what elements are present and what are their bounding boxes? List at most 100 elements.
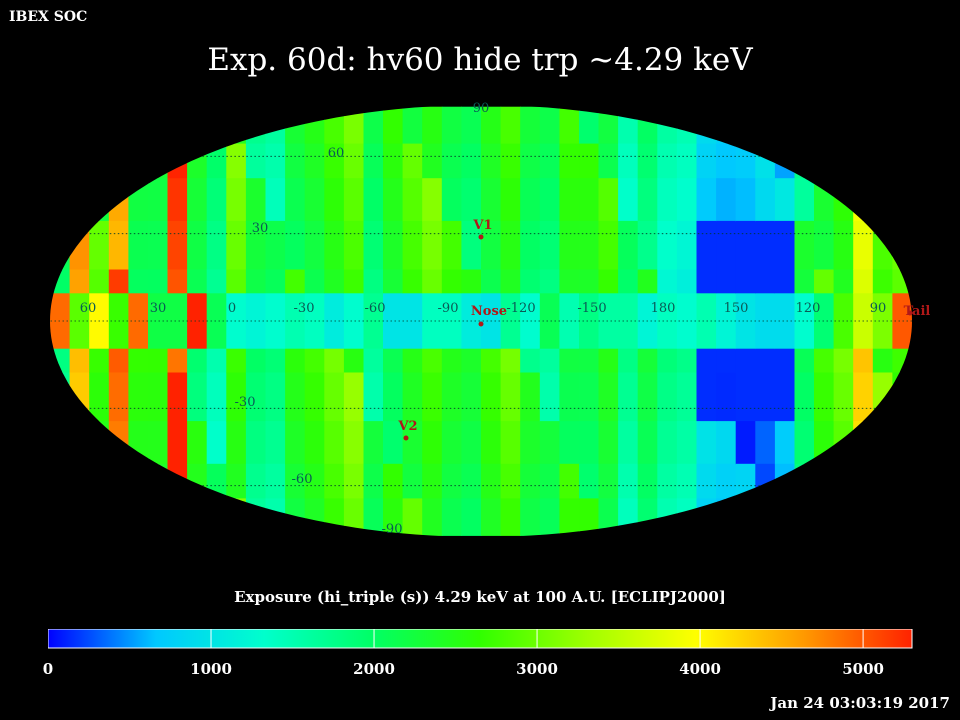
heatmap-cell [422, 293, 443, 350]
heatmap-cell [872, 106, 893, 145]
heatmap-cell [735, 178, 756, 222]
heatmap-cell [696, 421, 717, 465]
heatmap-cell [481, 421, 502, 465]
heatmap-cell [265, 348, 286, 374]
heatmap-cell [50, 106, 71, 145]
heatmap-cell [285, 143, 306, 179]
heatmap-cell [872, 372, 893, 422]
heatmap-cell [774, 421, 796, 465]
heatmap-cell [108, 372, 129, 422]
heatmap-cell [814, 293, 835, 350]
heatmap-cell [167, 498, 188, 536]
heatmap-cell [206, 220, 227, 270]
heatmap-cell [676, 372, 698, 422]
grid-labels: 60 30 0 -30 -60 -90 -120 -150 180 150 120 90 90 60 30 -… [80, 101, 887, 537]
heatmap-cell [441, 421, 462, 465]
heatmap-cell [618, 143, 639, 179]
heatmap-cell [794, 106, 815, 145]
heatmap-cell [108, 463, 129, 499]
heatmap-cell [481, 348, 502, 374]
heatmap-cell [579, 178, 600, 222]
heatmap-cell [618, 220, 639, 270]
heatmap-cell [579, 143, 600, 179]
heatmap-cell [304, 178, 325, 222]
heatmap-cell [343, 348, 365, 374]
heatmap-cell [402, 178, 423, 222]
heatmap-cell [89, 106, 110, 145]
heatmap-cell [716, 220, 737, 270]
heatmap-cell [206, 143, 227, 179]
heatmap-cell [676, 463, 698, 499]
heatmap-cell [637, 143, 658, 179]
heatmap-cell [579, 293, 600, 350]
heatmap-cell [598, 143, 619, 179]
heatmap-cell [343, 498, 365, 536]
heatmap-cell [187, 372, 208, 422]
heatmap-cell [343, 106, 365, 145]
heatmap-cell [520, 178, 541, 222]
heatmap-cell [579, 220, 600, 270]
heatmap-cell [676, 269, 698, 294]
heatmap-cell [539, 348, 560, 374]
heatmap-cell [892, 498, 912, 536]
heatmap-cell [285, 372, 306, 422]
heatmap-cell [343, 178, 365, 222]
heatmap-cell [520, 372, 541, 422]
heatmap-cell [441, 143, 462, 179]
heatmap-cell [520, 421, 541, 465]
heatmap-cell [892, 348, 912, 374]
heatmap-cell [363, 220, 384, 270]
heatmap-cell [676, 143, 698, 179]
heatmap-cell [187, 498, 208, 536]
heatmap-cell [148, 372, 169, 422]
heatmap-cell [716, 421, 737, 465]
heatmap-cell [343, 269, 365, 294]
heatmap-cell [383, 372, 404, 422]
marker-dot [403, 435, 409, 441]
heatmap-cell [696, 498, 717, 536]
heatmap-cell [500, 498, 521, 536]
heatmap-cell [892, 372, 912, 422]
heatmap-cell [461, 143, 482, 179]
heatmap-cell [892, 143, 912, 179]
heatmap-cell [872, 143, 893, 179]
grid-lines [50, 155, 912, 487]
heatmap-cell [285, 106, 306, 145]
heatmap-cell [226, 421, 247, 465]
heatmap-cell [755, 143, 776, 179]
heatmap-cell [128, 498, 149, 536]
heatmap-cell [50, 269, 71, 294]
heatmap-cell [735, 498, 756, 536]
heatmap-cell [285, 463, 306, 499]
heatmap-cell [618, 463, 639, 499]
heatmap-cell [324, 348, 345, 374]
heatmap-cell [128, 463, 149, 499]
heatmap-cell [461, 498, 482, 536]
heatmap-cell [50, 143, 71, 179]
heatmap-cell [343, 421, 365, 465]
heatmap-cell [50, 372, 71, 422]
heatmap-cell [716, 143, 737, 179]
heatmap-cell [853, 143, 874, 179]
heatmap-cell [304, 421, 325, 465]
heatmap-cell [637, 498, 658, 536]
heatmap-cell [226, 348, 247, 374]
heatmap-cell [892, 269, 912, 294]
heatmap-cell [402, 269, 423, 294]
heatmap-cell [716, 498, 737, 536]
heatmap-cell [265, 178, 286, 222]
longitude-label: 150 [724, 301, 749, 316]
heatmap-cell [206, 421, 227, 465]
heatmap-cell [833, 421, 854, 465]
heatmap-cell [657, 106, 678, 145]
heatmap-cell [618, 498, 639, 536]
heatmap-cell [128, 421, 149, 465]
heatmap-cell [402, 220, 423, 270]
heatmap-cell [89, 421, 110, 465]
heatmap-cell [872, 220, 893, 270]
heatmap-cell [226, 178, 247, 222]
heatmap-cell [872, 178, 893, 222]
heatmap-cell [892, 220, 912, 270]
heatmap-cell [598, 293, 619, 350]
